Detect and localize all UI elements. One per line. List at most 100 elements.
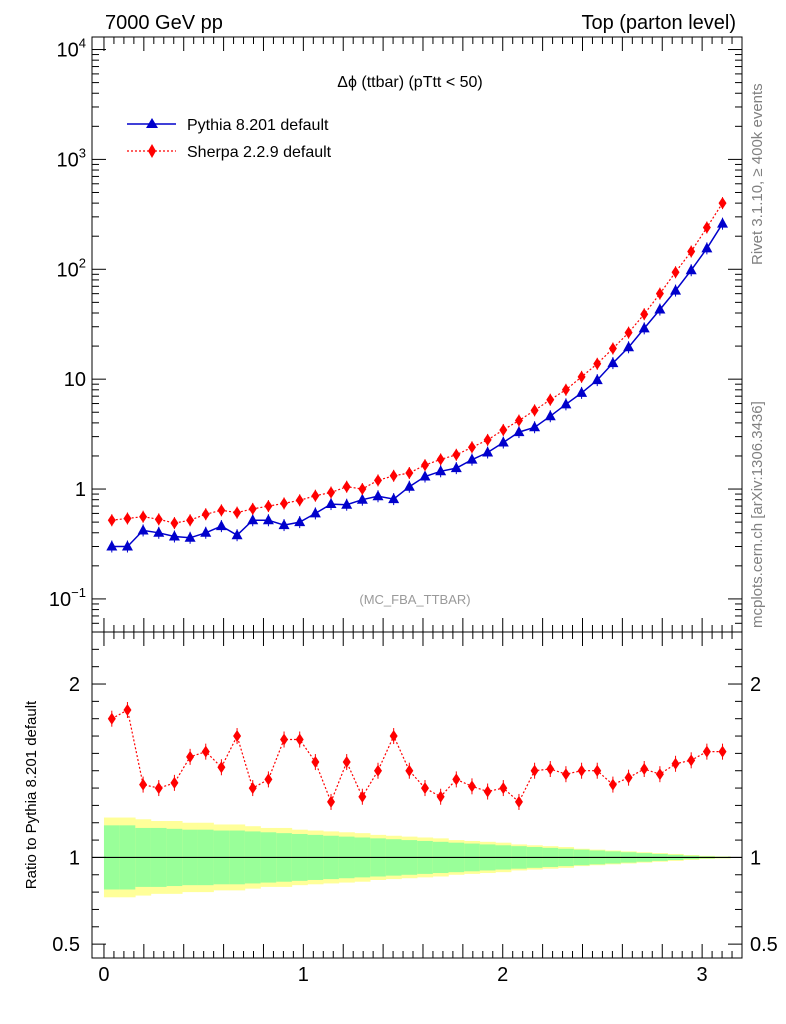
header-left: 7000 GeV pp	[105, 12, 223, 34]
data-point-sherpa	[514, 414, 523, 427]
ratio-point-sherpa	[186, 750, 195, 763]
ratio-point-sherpa	[483, 785, 492, 798]
data-point-sherpa	[186, 514, 195, 527]
ratio-point-sherpa	[530, 764, 539, 777]
data-point-sherpa	[154, 513, 163, 526]
main-data-layer	[106, 197, 729, 553]
ratio-y-tick-label-left: 0.5	[52, 934, 80, 956]
data-point-pythia	[372, 490, 384, 501]
data-point-sherpa	[264, 500, 273, 513]
data-point-sherpa	[640, 308, 649, 321]
data-point-sherpa	[248, 502, 257, 515]
data-point-pythia	[685, 264, 697, 275]
data-point-sherpa	[201, 508, 210, 521]
legend-pythia-marker	[146, 118, 158, 128]
data-point-pythia	[623, 341, 635, 352]
ratio-point-sherpa	[405, 764, 414, 777]
data-point-pythia	[701, 242, 713, 253]
data-point-sherpa	[311, 489, 320, 502]
data-point-sherpa	[561, 383, 570, 396]
ratio-point-sherpa	[702, 745, 711, 758]
data-point-pythia	[466, 453, 478, 464]
ratio-point-sherpa	[671, 757, 680, 770]
data-point-sherpa	[702, 221, 711, 234]
ratio-point-sherpa	[342, 756, 351, 769]
ratio-point-sherpa	[107, 712, 116, 725]
legend: Pythia 8.201 default Sherpa 2.2.9 defaul…	[127, 117, 332, 161]
data-point-sherpa	[483, 433, 492, 446]
ratio-point-sherpa	[655, 768, 664, 781]
data-point-pythia	[513, 426, 525, 437]
ratio-point-sherpa	[718, 745, 727, 758]
series-line-pythia	[111, 223, 724, 548]
data-point-sherpa	[530, 404, 539, 417]
data-point-pythia	[137, 524, 149, 535]
ratio-point-sherpa	[593, 764, 602, 777]
data-point-pythia	[231, 529, 243, 540]
ratio-point-sherpa	[467, 780, 476, 793]
data-point-pythia	[638, 322, 650, 333]
ratio-series-line-sherpa	[111, 709, 723, 804]
header-right: Top (parton level)	[581, 12, 736, 34]
data-point-pythia	[262, 514, 274, 525]
ratio-point-sherpa	[264, 773, 273, 786]
data-point-sherpa	[389, 469, 398, 482]
data-point-pythia	[497, 436, 509, 447]
data-point-sherpa	[718, 197, 727, 210]
main-y-tick-label: 103	[57, 145, 86, 171]
main-title: Δϕ (ttbar) (pTtt < 50)	[337, 74, 482, 91]
ratio-point-sherpa	[499, 782, 508, 795]
data-point-sherpa	[295, 494, 304, 507]
data-point-pythia	[341, 498, 353, 509]
data-point-pythia	[482, 446, 494, 457]
data-point-pythia	[435, 465, 447, 476]
main-y-tick-label: 102	[57, 255, 86, 281]
data-point-pythia	[356, 493, 368, 504]
data-point-pythia	[200, 526, 212, 537]
legend-sherpa-marker	[148, 144, 156, 158]
data-point-sherpa	[358, 483, 367, 496]
data-point-sherpa	[107, 514, 116, 527]
ratio-point-sherpa	[217, 761, 226, 774]
rivet-label: Rivet 3.1.10, ≥ 400k events	[749, 83, 766, 265]
data-point-pythia	[544, 410, 556, 421]
ratio-uncertainty-band	[103, 817, 731, 898]
data-point-sherpa	[452, 448, 461, 461]
legend-pythia-label: Pythia 8.201 default	[187, 117, 329, 134]
ratio-point-sherpa	[640, 762, 649, 775]
ratio-point-sherpa	[687, 754, 696, 767]
data-point-sherpa	[280, 497, 289, 510]
ratio-y-label: Ratio to Pythia 8.201 default	[23, 700, 40, 889]
data-point-sherpa	[170, 517, 179, 530]
series-line-sherpa	[111, 202, 724, 524]
x-tick-label: 1	[298, 964, 309, 986]
mcplots-label: mcplots.cern.ch [arXiv:1306.3436]	[749, 401, 766, 628]
ratio-point-sherpa	[514, 795, 523, 808]
data-point-pythia	[121, 540, 133, 551]
data-point-sherpa	[577, 370, 586, 383]
ratio-point-sherpa	[389, 730, 398, 743]
ratio-point-sherpa	[436, 790, 445, 803]
ratio-point-sherpa	[561, 768, 570, 781]
data-point-sherpa	[420, 459, 429, 472]
data-point-pythia	[325, 498, 337, 509]
data-point-sherpa	[655, 287, 664, 300]
legend-sherpa-label: Sherpa 2.2.9 default	[187, 144, 332, 161]
data-point-pythia	[168, 530, 180, 541]
ratio-axes: 0.5 0.5 1 1 2 2 0 1 2 3	[52, 632, 778, 986]
ratio-point-sherpa	[327, 795, 336, 808]
data-point-pythia	[607, 357, 619, 368]
x-tick-label: 2	[497, 964, 508, 986]
data-point-pythia	[309, 507, 321, 518]
data-point-pythia	[591, 374, 603, 385]
data-point-sherpa	[499, 423, 508, 436]
data-point-sherpa	[436, 453, 445, 466]
data-point-pythia	[654, 303, 666, 314]
x-tick-label: 3	[697, 964, 708, 986]
analysis-watermark: (MC_FBA_TTBAR)	[359, 592, 470, 607]
ratio-y-tick-label-left: 2	[69, 674, 80, 696]
ratio-plot: 0.5 0.5 1 1 2 2 0 1 2 3 Ratio to Pythia 8.201 def…	[23, 631, 778, 986]
data-point-sherpa	[608, 342, 617, 355]
data-point-sherpa	[342, 480, 351, 493]
